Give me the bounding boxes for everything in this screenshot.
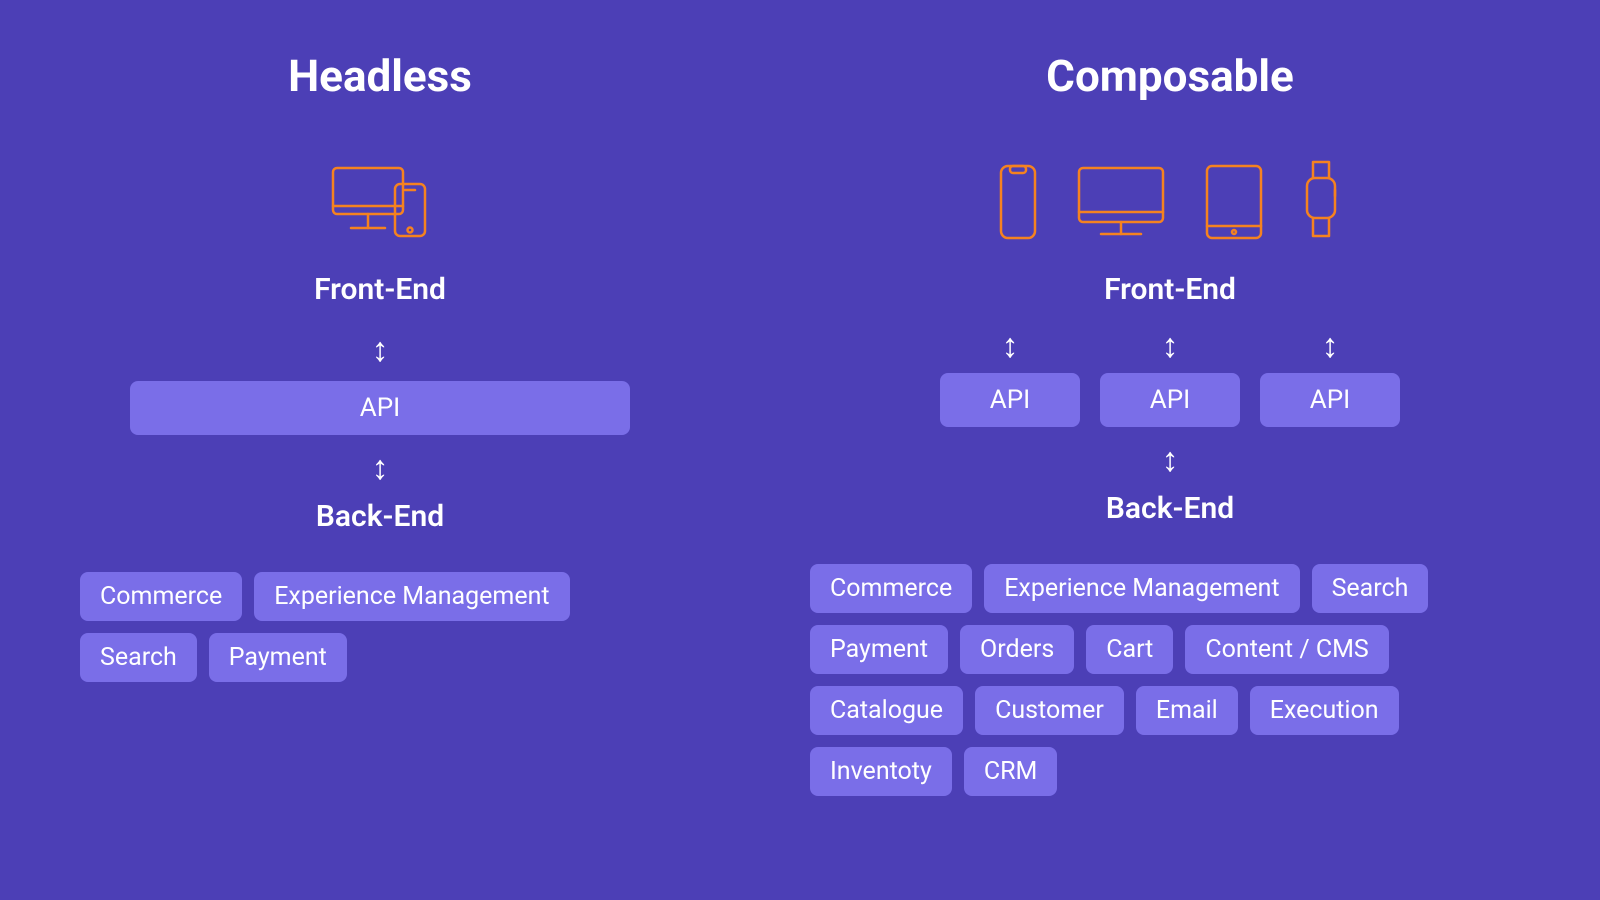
api-box: API (130, 381, 630, 435)
chip-inventory: Inventoty (810, 747, 952, 796)
chip-cart: Cart (1086, 625, 1173, 674)
api-box: API (1100, 373, 1240, 427)
api-box: API (1260, 373, 1400, 427)
chip-payment: Payment (810, 625, 948, 674)
double-arrow-icon: ↕ (1162, 443, 1179, 477)
composable-column: Composable Front-End ↕ ↕ (810, 50, 1530, 796)
chip-execution: Execution (1250, 686, 1399, 735)
double-arrow-icon: ↕ (1100, 329, 1240, 363)
phone-icon (995, 162, 1041, 242)
chip-experience-management: Experience Management (254, 572, 569, 621)
headless-chips: Commerce Experience Management Search Pa… (70, 572, 690, 682)
headless-frontend-label: Front-End (314, 272, 446, 307)
composable-top-arrows: ↕ ↕ ↕ (810, 325, 1530, 373)
chip-content-cms: Content / CMS (1185, 625, 1388, 674)
chip-orders: Orders (960, 625, 1074, 674)
chip-email: Email (1136, 686, 1238, 735)
headless-api-row: API (70, 381, 690, 435)
headless-column: Headless Front-End ↕ API ↕ Back-End Comm… (70, 50, 690, 682)
headless-device-icons (325, 152, 435, 242)
double-arrow-icon: ↕ (1260, 329, 1400, 363)
composable-api-row: API API API (810, 373, 1530, 427)
chip-catalogue: Catalogue (810, 686, 963, 735)
desktop-with-phone-icon (325, 162, 435, 242)
chip-commerce: Commerce (810, 564, 972, 613)
headless-title: Headless (288, 50, 472, 102)
composable-backend-label: Back-End (1106, 491, 1234, 526)
headless-backend-label: Back-End (316, 499, 444, 534)
chip-crm: CRM (964, 747, 1058, 796)
chip-search: Search (80, 633, 197, 682)
chip-customer: Customer (975, 686, 1124, 735)
chip-commerce: Commerce (80, 572, 242, 621)
watch-icon (1297, 156, 1345, 242)
chip-experience-management: Experience Management (984, 564, 1299, 613)
composable-title: Composable (1046, 50, 1294, 102)
double-arrow-icon: ↕ (372, 451, 389, 485)
desktop-icon (1071, 162, 1171, 242)
composable-frontend-label: Front-End (1104, 272, 1236, 307)
composable-device-icons (995, 152, 1345, 242)
chip-payment: Payment (209, 633, 347, 682)
double-arrow-icon: ↕ (940, 329, 1080, 363)
double-arrow-icon: ↕ (372, 333, 389, 367)
chip-search: Search (1312, 564, 1429, 613)
tablet-icon (1201, 162, 1267, 242)
composable-chips: Commerce Experience Management Search Pa… (810, 564, 1530, 796)
api-box: API (940, 373, 1080, 427)
